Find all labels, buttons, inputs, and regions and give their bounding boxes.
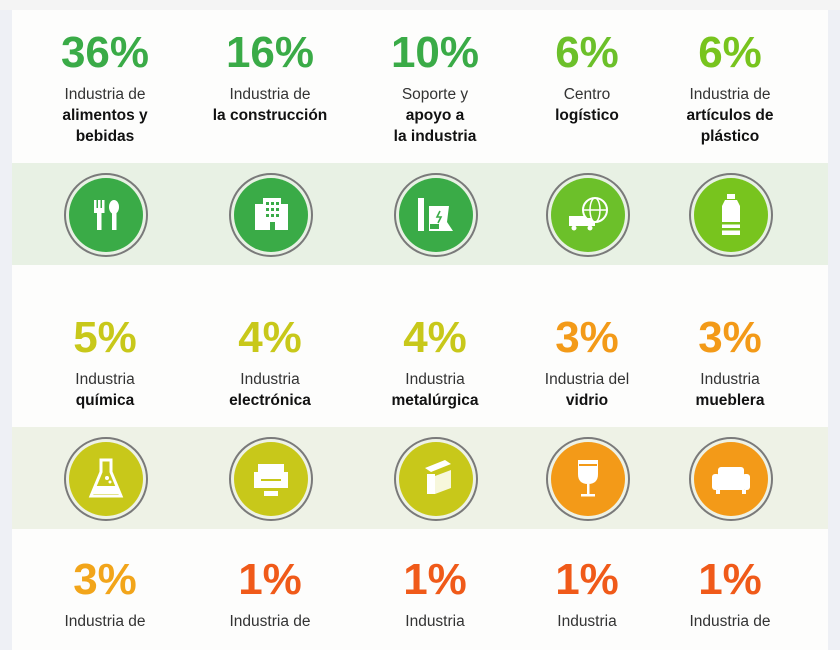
industry-label: Industria de artículos de plástico <box>645 84 815 147</box>
industry-stat: 3% Industria de <box>20 555 190 632</box>
industry-label: Centro logístico <box>502 84 672 126</box>
label-bold-line: bebidas <box>75 128 135 145</box>
industry-stat: 1% Industria <box>350 555 520 632</box>
industry-label: Industria <box>350 611 520 632</box>
industry-stat: 6% Industria de artículos de plástico <box>645 28 815 147</box>
label-line: Centro <box>563 86 611 103</box>
label-bold-line: logístico <box>555 107 619 124</box>
percentage: 1% <box>403 555 467 604</box>
industry-label: Industria de <box>185 611 355 632</box>
industry-label: Industria de <box>645 611 815 632</box>
industry-stat: 6% Centro logístico <box>502 28 672 126</box>
label-line: Industria de <box>229 613 311 630</box>
label-line: Industria <box>405 371 465 388</box>
percentage: 6% <box>555 28 619 77</box>
wine-glass-icon <box>546 437 630 521</box>
industry-stat: 16% Industria de la construcción <box>185 28 355 126</box>
industry-stat: 1% Industria <box>502 555 672 632</box>
label-line: Industria <box>75 371 135 388</box>
label-line: Industria de <box>64 613 146 630</box>
percentage: 1% <box>555 555 619 604</box>
industry-label: Soporte y apoyo a la industria <box>350 84 520 147</box>
flask-icon <box>64 437 148 521</box>
percentage: 16% <box>225 28 315 77</box>
industry-label: Industria electrónica <box>185 369 355 411</box>
label-line: Industria de <box>689 86 771 103</box>
industry-stat: 4% Industria metalúrgica <box>350 313 520 411</box>
truck-globe-icon <box>546 173 630 257</box>
industry-label: Industria del vidrio <box>502 369 672 411</box>
label-line: Industria <box>557 613 617 630</box>
label-bold-line: vidrio <box>565 392 609 409</box>
sofa-icon <box>689 437 773 521</box>
industry-stat: 10% Soporte y apoyo a la industria <box>350 28 520 147</box>
label-bold-line: la industria <box>393 128 477 145</box>
percentage: 3% <box>555 313 619 362</box>
electronics-icon <box>229 437 313 521</box>
steel-beam-icon <box>394 437 478 521</box>
label-bold-line: alimentos y <box>62 107 148 124</box>
label-bold-line: plástico <box>700 128 760 145</box>
percentage: 10% <box>390 28 480 77</box>
industry-label: Industria de alimentos y bebidas <box>20 84 190 147</box>
label-line: Industria <box>700 371 760 388</box>
label-line: Industria del <box>544 371 630 388</box>
percentage: 4% <box>238 313 302 362</box>
label-bold-line: química <box>75 392 135 409</box>
infographic-card <box>12 10 828 650</box>
percentage: 4% <box>403 313 467 362</box>
top-strip <box>0 0 840 10</box>
label-bold-line: electrónica <box>229 392 311 409</box>
industry-stat: 1% Industria de <box>645 555 815 632</box>
industry-label: Industria metalúrgica <box>350 369 520 411</box>
percentage: 3% <box>698 313 762 362</box>
industry-stat: 36% Industria de alimentos y bebidas <box>20 28 190 147</box>
buildings-icon <box>229 173 313 257</box>
industry-stat: 1% Industria de <box>185 555 355 632</box>
fork-spoon-icon <box>64 173 148 257</box>
industry-stat: 4% Industria electrónica <box>185 313 355 411</box>
label-bold-line: mueblera <box>695 392 765 409</box>
label-line: Industria de <box>229 86 311 103</box>
industry-label: Industria química <box>20 369 190 411</box>
bottle-icon <box>689 173 773 257</box>
label-line: Industria <box>240 371 300 388</box>
label-line: Industria <box>405 613 465 630</box>
label-line: Soporte y <box>401 86 469 103</box>
industry-stat: 3% Industria del vidrio <box>502 313 672 411</box>
label-bold-line: artículos de <box>686 107 774 124</box>
percentage: 1% <box>238 555 302 604</box>
label-bold-line: apoyo a <box>405 107 465 124</box>
industry-label: Industria de <box>20 611 190 632</box>
industry-stat: 5% Industria química <box>20 313 190 411</box>
percentage: 1% <box>698 555 762 604</box>
label-bold-line: la construcción <box>212 107 328 124</box>
percentage: 36% <box>60 28 150 77</box>
percentage: 5% <box>73 313 137 362</box>
industry-label: Industria mueblera <box>645 369 815 411</box>
percentage: 6% <box>698 28 762 77</box>
industry-stat: 3% Industria mueblera <box>645 313 815 411</box>
power-plant-icon <box>394 173 478 257</box>
label-line: Industria de <box>689 613 771 630</box>
percentage: 3% <box>73 555 137 604</box>
label-line: Industria de <box>64 86 146 103</box>
industry-label: Industria <box>502 611 672 632</box>
label-bold-line: metalúrgica <box>391 392 479 409</box>
industry-label: Industria de la construcción <box>185 84 355 126</box>
